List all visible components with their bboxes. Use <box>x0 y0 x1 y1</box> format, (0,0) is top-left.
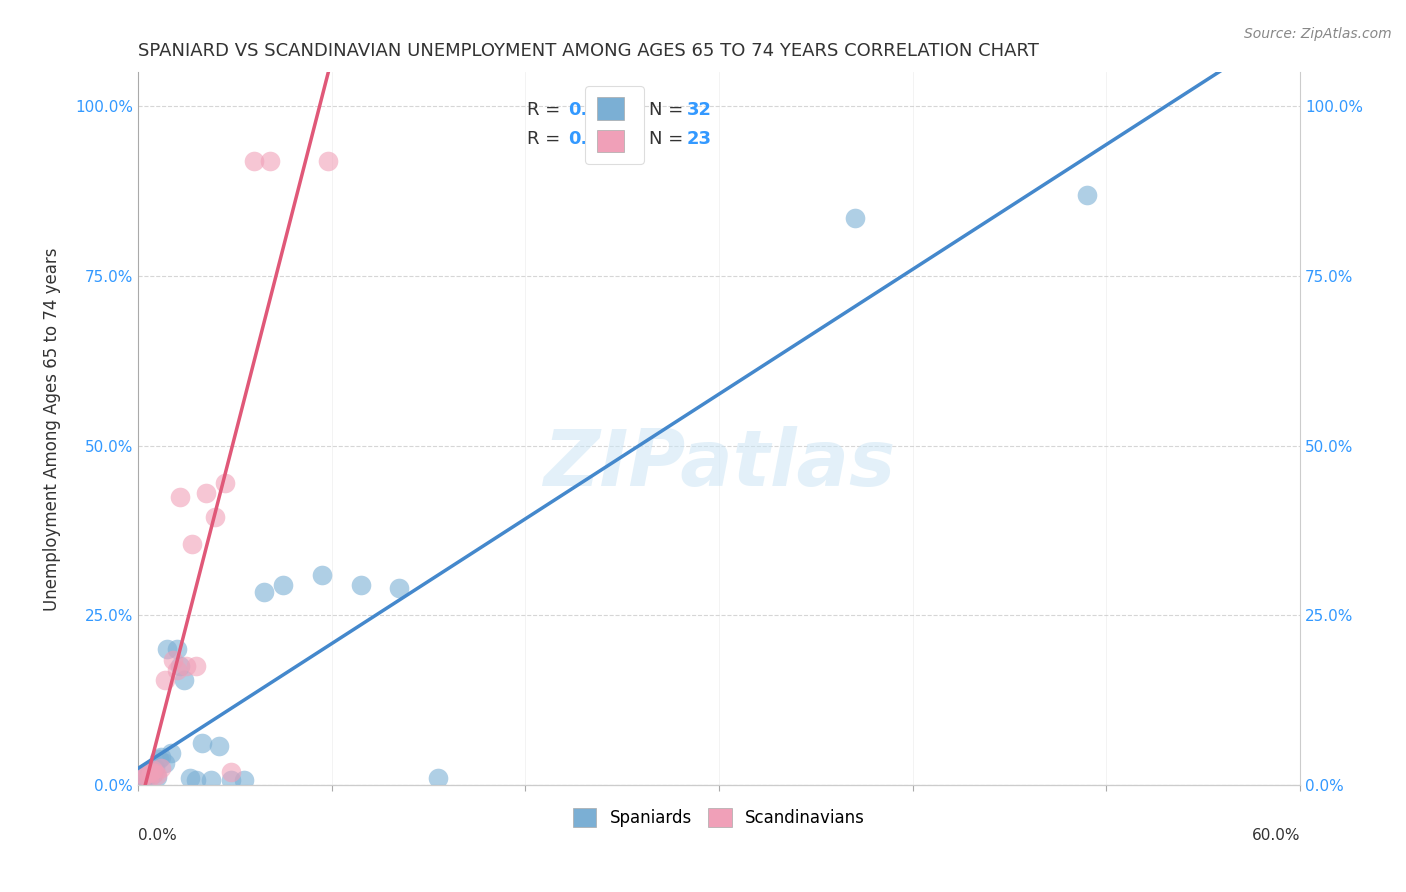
Point <box>141 764 163 779</box>
Point <box>136 768 159 782</box>
Point <box>219 764 242 779</box>
Point <box>191 736 214 750</box>
Point <box>150 749 173 764</box>
Text: 60.0%: 60.0% <box>1251 828 1301 843</box>
Point <box>138 764 160 779</box>
Point <box>243 153 266 168</box>
Point <box>131 772 153 786</box>
Point <box>388 581 411 595</box>
Point <box>349 578 371 592</box>
Text: SPANIARD VS SCANDINAVIAN UNEMPLOYMENT AMONG AGES 65 TO 74 YEARS CORRELATION CHAR: SPANIARD VS SCANDINAVIAN UNEMPLOYMENT AM… <box>138 42 1039 60</box>
Point <box>153 673 176 687</box>
Point <box>153 756 176 771</box>
Point <box>150 761 173 775</box>
Point <box>142 767 165 781</box>
Point <box>214 476 236 491</box>
Point <box>219 772 242 787</box>
Point <box>173 673 195 687</box>
Point <box>233 773 256 788</box>
Point <box>194 486 217 500</box>
Point <box>132 768 155 782</box>
Point <box>184 659 207 673</box>
Text: 32: 32 <box>686 101 711 120</box>
Point <box>141 763 163 777</box>
Point <box>169 659 191 673</box>
Point <box>200 772 222 787</box>
Point <box>204 510 226 524</box>
Point <box>159 746 181 760</box>
Text: 0.818: 0.818 <box>568 129 626 148</box>
Legend: Spaniards, Scandinavians: Spaniards, Scandinavians <box>567 801 872 834</box>
Point <box>169 490 191 504</box>
Point <box>181 537 204 551</box>
Point <box>166 663 188 677</box>
Point <box>138 772 160 786</box>
Point <box>143 761 166 775</box>
Text: N =: N = <box>650 129 689 148</box>
Point <box>259 153 281 168</box>
Point <box>166 642 188 657</box>
Point <box>135 765 157 780</box>
Point <box>146 770 169 784</box>
Point <box>179 772 201 786</box>
Point <box>148 752 170 766</box>
Text: N =: N = <box>650 101 689 120</box>
Point <box>174 659 197 673</box>
Point <box>1076 187 1098 202</box>
Point <box>184 772 207 787</box>
Point <box>271 578 294 592</box>
Point <box>162 652 184 666</box>
Text: 23: 23 <box>686 129 711 148</box>
Text: R =: R = <box>527 101 567 120</box>
Point <box>316 153 339 168</box>
Text: Source: ZipAtlas.com: Source: ZipAtlas.com <box>1244 27 1392 41</box>
Point <box>311 567 333 582</box>
Point <box>131 772 153 786</box>
Point <box>146 768 169 782</box>
Point <box>253 584 276 599</box>
Point <box>844 211 866 226</box>
Point <box>132 770 155 784</box>
Point <box>136 765 159 780</box>
Point <box>156 642 179 657</box>
Point <box>427 772 450 786</box>
Y-axis label: Unemployment Among Ages 65 to 74 years: Unemployment Among Ages 65 to 74 years <box>44 247 60 610</box>
Text: 0.0%: 0.0% <box>138 828 177 843</box>
Text: 0.744: 0.744 <box>568 101 624 120</box>
Point <box>143 765 166 780</box>
Text: ZIPatlas: ZIPatlas <box>543 426 896 502</box>
Point <box>142 763 165 777</box>
Text: R =: R = <box>527 129 567 148</box>
Point <box>208 739 231 753</box>
